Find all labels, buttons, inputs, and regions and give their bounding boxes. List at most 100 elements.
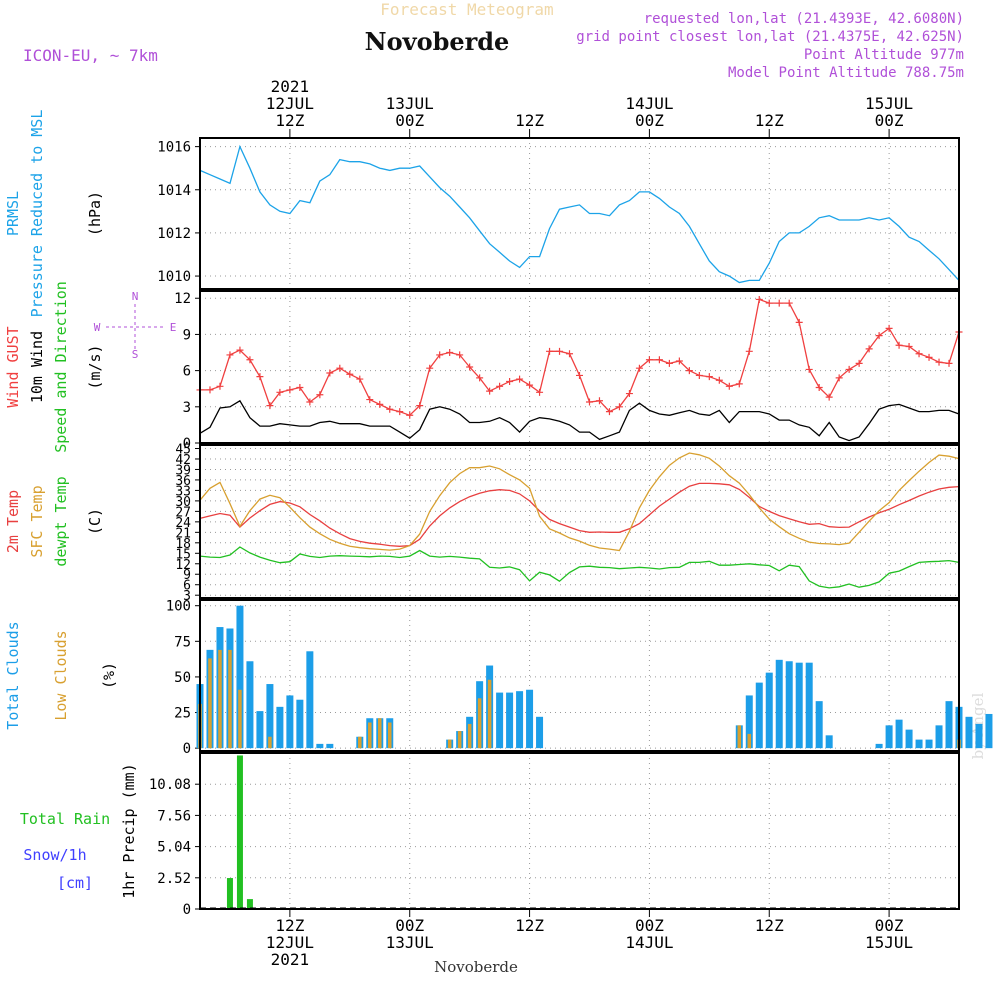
axis-label-temp-3: (C) — [86, 508, 104, 535]
ytick-label-temp-14: 45 — [175, 442, 191, 457]
marker-wind-41 — [605, 408, 613, 416]
marker-wind-56 — [755, 295, 763, 303]
marker-wind-52 — [715, 376, 723, 384]
marker-wind-49 — [685, 367, 693, 375]
ytick-label-wind-3: 9 — [183, 327, 191, 343]
axis-label-temp-2: dewpt Temp — [52, 476, 70, 566]
axis-label-clouds-0: Total Clouds — [4, 621, 22, 729]
xtick-top-label-0-0: 2021 — [271, 77, 310, 96]
bar-clouds-1-54 — [737, 725, 742, 749]
bar-clouds-1-4 — [238, 689, 242, 749]
marker-wind-44 — [635, 364, 643, 372]
ytick-label-precip-2: 5.04 — [157, 840, 191, 856]
panel-wind: 0 3 6 9 12 Wind GUST 10m Wind Speed and Directi… — [4, 281, 963, 453]
ytick-label-pressure-3: 1016 — [157, 140, 191, 156]
ytick-label-temp-7: 24 — [175, 516, 191, 531]
marker-wind-14 — [336, 364, 344, 372]
xtick-top-label-1-1: 00Z — [395, 111, 424, 130]
ytick-label-precip-0: 0 — [183, 902, 191, 918]
panel-clouds: 0 25 50 75 100 Total Clouds Low Clouds (%) — [4, 599, 993, 757]
ytick-label-pressure-0: 1010 — [157, 269, 191, 285]
ytick-label-precip-1: 2.52 — [157, 871, 191, 887]
ytick-label-temp-3: 12 — [175, 558, 191, 573]
marker-wind-43 — [625, 390, 633, 398]
bar-clouds-1-26 — [457, 731, 462, 749]
bar-clouds-1-16 — [358, 736, 362, 749]
xtick-bottom-label-1-0: 00Z — [395, 916, 424, 935]
bar-clouds-0-74 — [935, 725, 943, 749]
marker-wind-54 — [735, 380, 743, 388]
ytick-label-clouds-0: 0 — [183, 741, 191, 757]
panel-pressure: 1010 1012 1014 1016 PRMSL Pressure Reduced to… — [4, 110, 960, 318]
line-temp-0 — [199, 482, 960, 547]
line-pressure-0 — [199, 144, 960, 284]
ytick-label-temp-2: 9 — [183, 568, 191, 583]
bar-clouds-0-72 — [915, 739, 923, 749]
model-altitude: Model Point Altitude 788.75m — [728, 65, 964, 81]
bar-clouds-0-5 — [246, 661, 254, 749]
axis-label-clouds-2: (%) — [100, 662, 118, 689]
marker-wind-2 — [216, 382, 224, 390]
marker-wind-29 — [486, 387, 494, 395]
marker-wind-24 — [436, 351, 444, 359]
ytick-label-temp-8: 27 — [175, 505, 191, 520]
marker-wind-26 — [456, 351, 464, 359]
bar-clouds-0-73 — [925, 739, 933, 749]
axis-label-temp-0: 2m Temp — [4, 490, 22, 553]
axis-label-precip-2: [cm] — [57, 874, 93, 892]
compass-s: S — [132, 348, 139, 361]
marker-wind-38 — [576, 371, 583, 379]
ytick-label-clouds-1: 25 — [174, 706, 191, 722]
marker-wind-73 — [925, 353, 933, 361]
bar-clouds-1-7 — [268, 736, 272, 749]
marker-wind-10 — [296, 384, 304, 392]
bar-clouds-0-68 — [875, 743, 883, 749]
axis-label-pressure-1: Pressure Reduced to MSL — [28, 110, 46, 318]
marker-wind-5 — [246, 356, 254, 364]
location-title: Novoberde — [365, 27, 510, 56]
bar-precip-0-1 — [236, 755, 243, 909]
marker-wind-45 — [645, 356, 653, 364]
xtick-top-label-0-1: 12JUL — [266, 94, 314, 113]
axis-label-wind-2: Speed and Direction — [52, 281, 70, 453]
bar-clouds-0-4 — [236, 605, 244, 749]
marker-wind-40 — [595, 397, 603, 405]
bar-clouds-0-71 — [905, 729, 913, 749]
bar-clouds-0-70 — [895, 719, 903, 749]
marker-wind-15 — [346, 370, 354, 378]
bar-clouds-1-17 — [368, 722, 372, 749]
xtick-bottom-label-5-1: 15JUL — [865, 933, 913, 952]
marker-wind-34 — [536, 388, 544, 396]
bar-clouds-0-79 — [985, 713, 993, 749]
bar-clouds-0-13 — [326, 743, 334, 749]
marker-wind-59 — [785, 299, 793, 307]
ytick-label-temp-1: 6 — [183, 579, 191, 594]
marker-wind-55 — [745, 347, 753, 355]
axis-label-temp-1: SFC Temp — [28, 485, 46, 557]
xtick-bottom-label-3-1: 14JUL — [625, 933, 673, 952]
bar-clouds-0-61 — [805, 662, 813, 749]
marker-wind-57 — [765, 299, 773, 307]
bar-clouds-1-1 — [208, 658, 212, 749]
marker-wind-11 — [306, 398, 314, 406]
bar-precip-0-2 — [246, 899, 253, 909]
xtick-bottom-label-0-1: 12JUL — [266, 933, 314, 952]
axis-label-precip-3: 1hr Precip (mm) — [120, 763, 138, 898]
marker-wind-35 — [546, 347, 554, 355]
ytick-label-temp-0: 3 — [183, 589, 191, 604]
marker-wind-31 — [506, 377, 514, 385]
marker-wind-4 — [236, 346, 244, 354]
bar-clouds-0-59 — [785, 661, 793, 749]
marker-wind-51 — [705, 373, 713, 381]
compass-cross — [106, 304, 164, 350]
xtick-top-label-3-0: 14JUL — [625, 94, 673, 113]
marker-wind-1 — [206, 386, 214, 394]
ytick-label-precip-3: 7.56 — [157, 808, 191, 824]
marker-wind-60 — [795, 318, 803, 326]
ytick-label-clouds-2: 50 — [174, 670, 191, 686]
model-label: ICON-EU, ~ 7km — [23, 46, 158, 65]
marker-wind-37 — [566, 350, 574, 358]
compass-e: E — [170, 321, 177, 334]
ytick-label-temp-11: 36 — [175, 474, 191, 489]
